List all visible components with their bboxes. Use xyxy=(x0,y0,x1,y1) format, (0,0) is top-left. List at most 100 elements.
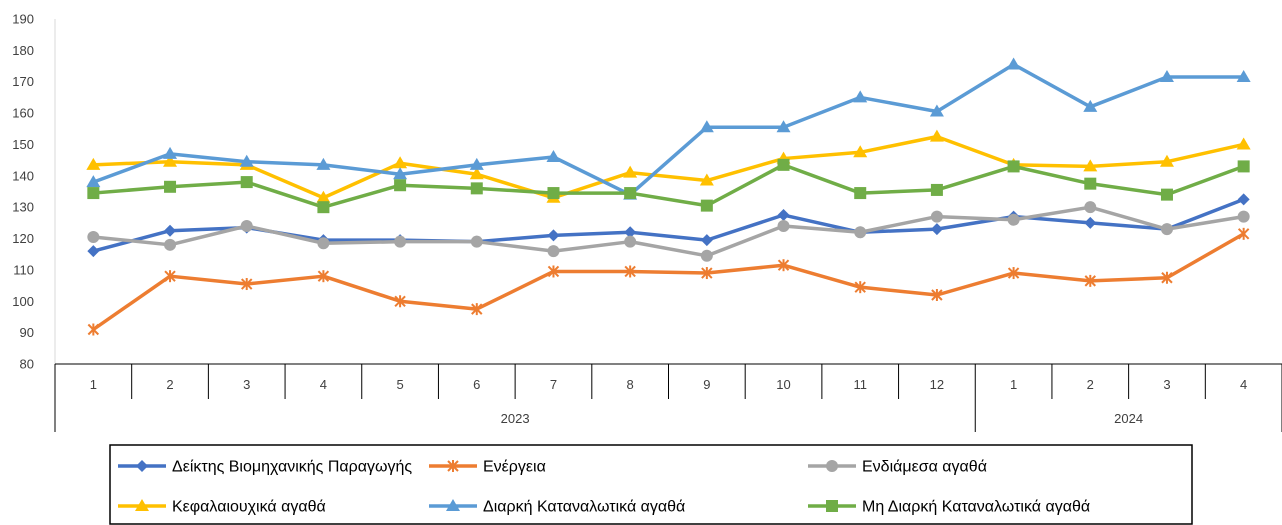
data-point xyxy=(777,209,790,222)
data-point xyxy=(317,270,330,283)
data-point xyxy=(164,270,176,283)
plot-area xyxy=(86,57,1251,336)
data-point xyxy=(624,226,637,239)
data-point xyxy=(1160,223,1173,236)
data-point xyxy=(471,303,483,316)
data-point xyxy=(393,167,408,180)
data-point xyxy=(1006,57,1021,70)
data-point xyxy=(87,245,100,258)
series-line xyxy=(91,134,1246,200)
data-point xyxy=(87,323,100,336)
y-tick-label: 120 xyxy=(12,231,34,246)
data-point xyxy=(1007,267,1020,280)
data-point xyxy=(547,187,560,200)
x-tick-label: 4 xyxy=(1240,377,1247,392)
x-tick-label: 3 xyxy=(1163,377,1170,392)
data-point xyxy=(240,220,253,232)
x-tick-label: 6 xyxy=(473,377,480,392)
data-point xyxy=(393,156,408,169)
series-6 xyxy=(87,158,1250,214)
data-point xyxy=(699,120,714,133)
data-point xyxy=(776,120,791,133)
y-tick-label: 90 xyxy=(20,325,34,340)
legend-item: Ενέργεια xyxy=(429,459,546,476)
data-point xyxy=(1237,160,1250,173)
data-point xyxy=(930,210,943,223)
legend-box xyxy=(109,444,1193,525)
data-point xyxy=(547,229,560,242)
x-tick-label: 12 xyxy=(930,377,944,392)
data-point xyxy=(547,265,560,278)
y-tick-label: 190 xyxy=(12,12,34,27)
data-point xyxy=(470,182,483,195)
y-tick-label: 160 xyxy=(12,106,34,121)
y-tick-label: 180 xyxy=(12,43,34,58)
x-tick-label: 7 xyxy=(550,377,557,392)
data-point xyxy=(469,157,484,170)
data-point xyxy=(1159,154,1174,167)
data-point xyxy=(317,237,330,250)
data-point xyxy=(854,187,867,200)
data-point xyxy=(777,259,790,272)
data-point xyxy=(853,145,868,158)
x-tick-label: 2 xyxy=(1087,377,1094,392)
data-point xyxy=(86,157,101,170)
data-point xyxy=(1236,137,1251,150)
data-point xyxy=(929,104,944,117)
legend-marker xyxy=(135,499,149,511)
series-line xyxy=(91,205,1246,258)
y-tick-label: 110 xyxy=(13,262,34,277)
y-tick-label: 130 xyxy=(12,200,34,215)
series-line xyxy=(91,197,1246,253)
data-point xyxy=(700,234,713,247)
data-point xyxy=(854,226,867,239)
data-point xyxy=(317,201,330,214)
data-point xyxy=(164,180,177,193)
legend-label: Διαρκή Καταναλωτικά αγαθά xyxy=(483,499,685,516)
x-tick-label: 2 xyxy=(166,377,173,392)
data-point xyxy=(469,167,484,180)
x-tick-label: 8 xyxy=(627,377,634,392)
legend-item: Μη Διαρκή Καταναλωτικά αγαθά xyxy=(808,499,1090,516)
data-point xyxy=(777,220,790,232)
x-group-label: 2023 xyxy=(501,411,530,426)
data-point xyxy=(1084,216,1097,229)
data-point xyxy=(1083,99,1098,112)
data-point xyxy=(1083,159,1098,172)
data-point xyxy=(931,289,943,301)
legend-label: Δείκτης Βιομηχανικής Παραγωγής xyxy=(172,459,412,476)
legend-label: Ενέργεια xyxy=(483,459,546,476)
data-point xyxy=(470,235,483,248)
data-point xyxy=(623,165,638,178)
data-point xyxy=(624,265,636,278)
legend: Δείκτης Βιομηχανικής Παραγωγής Ενέργεια Εν… xyxy=(109,444,1193,525)
legend-label: Ενδιάμεσα αγαθά xyxy=(862,459,987,476)
data-point xyxy=(241,278,253,291)
data-point xyxy=(1007,213,1020,226)
data-point xyxy=(316,190,331,203)
x-tick-label: 1 xyxy=(1010,377,1017,392)
data-point xyxy=(86,175,101,188)
series-line xyxy=(91,163,1246,209)
x-tick-label: 4 xyxy=(320,377,327,392)
series-3 xyxy=(87,201,1250,262)
data-point xyxy=(1237,227,1250,240)
data-point xyxy=(700,249,713,262)
data-point xyxy=(1237,193,1250,206)
legend-item: Δείκτης Βιομηχανικής Παραγωγής xyxy=(118,459,412,476)
data-point xyxy=(240,176,253,189)
data-point xyxy=(929,129,944,142)
x-tick-label: 11 xyxy=(853,377,867,392)
legend-marker xyxy=(447,460,459,472)
data-point xyxy=(699,173,714,186)
data-point xyxy=(1084,274,1096,287)
legend-marker xyxy=(136,460,148,472)
data-point xyxy=(239,154,254,167)
y-tick-label: 150 xyxy=(12,137,34,152)
data-point xyxy=(1161,271,1173,284)
x-tick-label: 3 xyxy=(243,377,250,392)
data-point xyxy=(394,235,407,248)
x-tick-label: 1 xyxy=(90,377,97,392)
legend-label: Μη Διαρκή Καταναλωτικά αγαθά xyxy=(862,499,1090,516)
data-point xyxy=(87,187,100,200)
